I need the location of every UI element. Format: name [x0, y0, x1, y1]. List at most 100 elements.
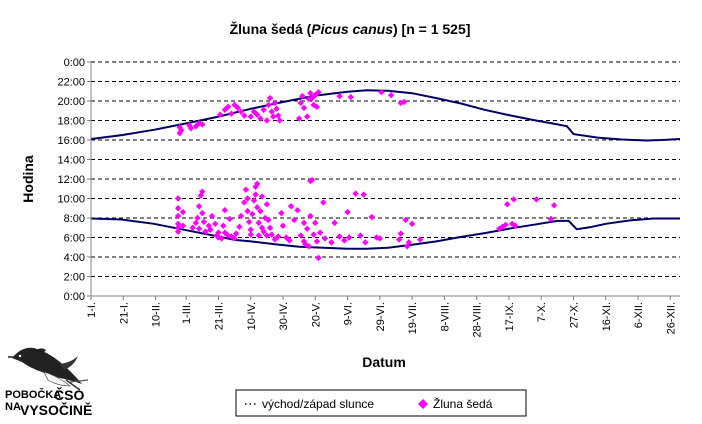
- observation-point: [312, 219, 319, 227]
- observation-point: [174, 212, 182, 220]
- observation-point: [271, 99, 279, 107]
- observation-point: [228, 233, 235, 240]
- observation-point: [266, 94, 274, 102]
- observation-point: [244, 207, 251, 215]
- y-tick-label: 0:00: [64, 291, 85, 303]
- observation-point: [258, 193, 266, 200]
- observation-point: [291, 216, 298, 224]
- observation-point: [174, 224, 182, 231]
- observation-point: [199, 188, 206, 195]
- x-tick-label: 1-III.: [181, 302, 193, 324]
- observation-point: [255, 232, 263, 239]
- observation-point: [316, 229, 324, 236]
- observation-point: [510, 196, 517, 203]
- observation-point: [174, 220, 182, 228]
- observation-point: [508, 220, 516, 228]
- chart-title-species: Picus canus: [311, 21, 393, 37]
- observation-point: [376, 235, 384, 242]
- observation-point: [378, 89, 385, 96]
- observation-point: [347, 93, 355, 101]
- observation-point: [242, 186, 250, 193]
- observation-point: [192, 219, 200, 227]
- observation-point: [276, 117, 284, 124]
- observation-point: [396, 236, 403, 243]
- observation-point: [310, 231, 317, 238]
- observation-point: [252, 191, 259, 198]
- observation-point: [241, 199, 248, 206]
- observation-point: [352, 190, 359, 197]
- observation-point: [179, 222, 187, 229]
- y-tick-label: 20:00: [57, 96, 85, 108]
- x-tick-label: 21-I.: [118, 302, 130, 324]
- observation-point: [547, 215, 555, 223]
- observation-point: [300, 219, 308, 227]
- logo-text-pobocka: POBOČKA: [5, 388, 61, 401]
- observation-point: [241, 112, 248, 119]
- observation-point: [179, 208, 187, 216]
- observation-point: [220, 222, 227, 229]
- x-tick-label: 28-VIII.: [472, 302, 484, 337]
- observation-point: [400, 98, 408, 106]
- x-tick-label: 16-XI.: [601, 302, 613, 331]
- observation-point: [274, 233, 282, 240]
- observation-point: [233, 230, 240, 237]
- observation-point: [216, 111, 224, 118]
- observation-point: [208, 212, 216, 220]
- observation-point: [320, 199, 327, 206]
- x-tick-labels: 1-I. 21-I. 10-II. 1-III. 21-III. 10-IV. 30-IV.…: [86, 296, 677, 337]
- observation-point: [265, 101, 272, 109]
- observation-point: [304, 225, 311, 232]
- chart-title: Žluna šedá (Picus canus) [n = 1 525]: [230, 20, 471, 37]
- x-tick-label: 10-II.: [151, 302, 163, 327]
- legend: východ/západ slunce Žluna šedá: [235, 389, 527, 417]
- observation-point: [550, 202, 558, 209]
- observation-point: [249, 210, 256, 218]
- observation-point: [174, 195, 182, 202]
- observation-point: [224, 103, 232, 111]
- observation-point: [262, 214, 269, 222]
- x-tick-label: 7-X.: [536, 302, 548, 322]
- observation-point: [408, 220, 416, 228]
- x-axis-label: Datum: [362, 354, 406, 370]
- observation-point: [294, 207, 301, 214]
- bird-logo-icon: [8, 347, 89, 391]
- observation-point: [234, 104, 242, 112]
- observation-point: [312, 91, 319, 99]
- observation-point: [178, 127, 185, 134]
- x-tick-label: 17-IX.: [504, 302, 516, 331]
- x-tick-label: 26-XII.: [665, 302, 677, 334]
- logo: POBOČKA NA ČSO VYSOČINĚ: [5, 347, 92, 418]
- observation-point: [300, 104, 308, 112]
- observation-point: [257, 207, 264, 215]
- observation-point: [260, 106, 267, 113]
- observation-point: [502, 221, 509, 229]
- observation-point: [297, 232, 304, 239]
- y-tick-label: 12:00: [57, 174, 85, 186]
- observation-point: [504, 201, 511, 208]
- observation-point: [368, 213, 375, 221]
- observation-point: [313, 103, 321, 111]
- observation-point: [362, 239, 369, 246]
- observation-point: [237, 212, 245, 220]
- observation-point: [174, 205, 182, 212]
- observation-point: [254, 204, 261, 211]
- observation-point: [263, 117, 271, 124]
- observation-point: [195, 203, 203, 210]
- observation-point: [305, 243, 313, 250]
- observation-point: [226, 215, 233, 223]
- y-tick-label: 16:00: [57, 135, 85, 147]
- x-tick-label: 29-VI.: [375, 302, 387, 331]
- x-tick-label: 19-VII.: [407, 302, 419, 334]
- sunset-line: [90, 89, 681, 142]
- logo-text-vysocine: VYSOČINĚ: [20, 401, 92, 418]
- observation-point: [221, 207, 229, 214]
- observation-point: [273, 105, 280, 112]
- observation-point: [263, 201, 271, 208]
- y-tick-label: 4:00: [64, 252, 85, 264]
- observation-points: [174, 89, 558, 262]
- observation-point: [231, 235, 238, 242]
- legend-label-bird: Žluna šedá: [433, 396, 493, 411]
- y-tick-label: 14:00: [57, 155, 85, 167]
- observation-point: [199, 209, 206, 217]
